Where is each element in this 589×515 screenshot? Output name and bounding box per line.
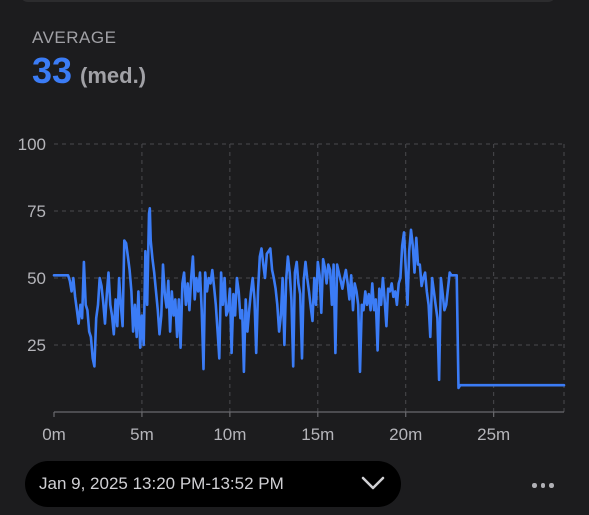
previous-card-edge bbox=[20, 0, 556, 2]
y-tick-label: 75 bbox=[27, 202, 46, 221]
heart-rate-chart: 25 50 75 100 0m 5m 10m 15m 20m 25m bbox=[18, 135, 566, 444]
date-range-dropdown[interactable]: Jan 9, 2025 13:20 PM-13:52 PM bbox=[25, 461, 401, 507]
x-tick-label: 20m bbox=[389, 425, 422, 444]
y-tick-label: 50 bbox=[27, 269, 46, 288]
x-tick-label: 10m bbox=[213, 425, 246, 444]
average-unit: (med.) bbox=[80, 63, 147, 88]
average-value: 33 bbox=[32, 50, 73, 91]
x-tick-label: 15m bbox=[301, 425, 334, 444]
heart-rate-line bbox=[52, 207, 566, 390]
chart-grid bbox=[53, 143, 565, 417]
average-summary: 33 (med.) bbox=[32, 50, 146, 92]
ellipsis-dot bbox=[532, 483, 537, 488]
ellipsis-dot bbox=[540, 483, 545, 488]
x-tick-label: 0m bbox=[42, 425, 66, 444]
chart-lines bbox=[52, 207, 566, 390]
ellipsis-dot bbox=[549, 483, 554, 488]
average-label: AVERAGE bbox=[32, 28, 117, 47]
ellipsis-icon[interactable] bbox=[532, 483, 554, 488]
date-range-text: Jan 9, 2025 13:20 PM-13:52 PM bbox=[39, 474, 284, 493]
y-tick-label: 100 bbox=[18, 135, 46, 154]
chevron-down-icon bbox=[361, 476, 385, 495]
y-tick-label: 25 bbox=[27, 336, 46, 355]
x-tick-label: 25m bbox=[477, 425, 510, 444]
x-tick-label: 5m bbox=[130, 425, 154, 444]
chart-ticks: 25 50 75 100 0m 5m 10m 15m 20m 25m bbox=[18, 135, 511, 444]
